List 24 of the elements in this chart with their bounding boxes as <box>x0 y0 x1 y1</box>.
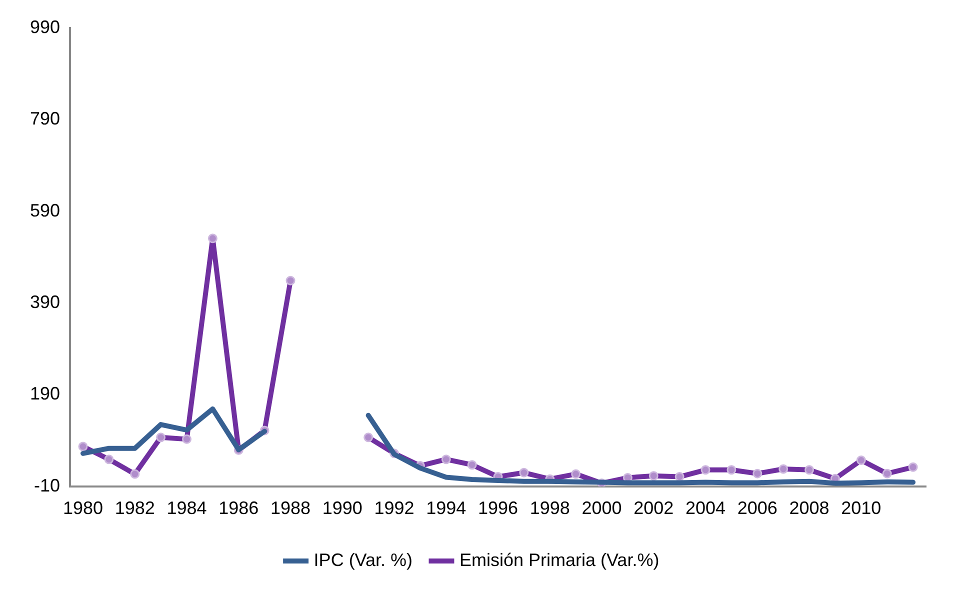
x-tick-label: 1986 <box>218 498 259 518</box>
x-tick-label: 2000 <box>582 498 622 518</box>
x-tick-label: 1984 <box>166 498 207 518</box>
x-tick-label: 2008 <box>789 498 830 518</box>
x-tick-label: 2002 <box>634 498 674 518</box>
y-tick-label: 390 <box>30 292 60 312</box>
x-tick-label: 1990 <box>322 498 362 518</box>
y-tick-label: 590 <box>30 200 60 220</box>
y-tick-label: 790 <box>30 108 60 129</box>
x-tick-label: 1998 <box>530 498 570 518</box>
x-tick-label: 1988 <box>270 498 311 518</box>
x-tick-label: 2010 <box>841 498 882 518</box>
legend-label: IPC (Var. %) <box>314 550 412 570</box>
y-tick-label: 190 <box>30 384 60 404</box>
y-tick-label: -10 <box>34 475 60 496</box>
legend-label: Emisión Primaria (Var.%) <box>459 550 660 570</box>
x-tick-label: 2006 <box>737 498 778 518</box>
x-tick-label: 1996 <box>478 498 518 518</box>
x-tick-label: 1980 <box>62 498 104 518</box>
x-tick-label: 1982 <box>114 498 155 518</box>
y-tick-label: 990 <box>30 16 60 37</box>
x-tick-label: 1992 <box>374 498 414 518</box>
x-tick-label: 2004 <box>686 498 726 518</box>
x-tick-label: 1994 <box>426 498 466 518</box>
